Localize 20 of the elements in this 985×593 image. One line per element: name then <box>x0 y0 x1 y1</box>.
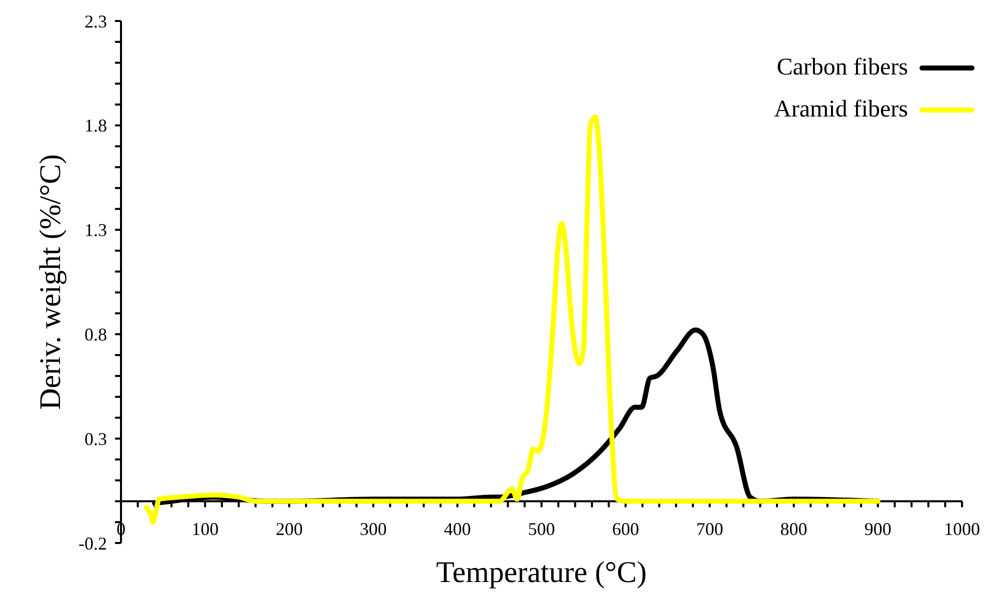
x-tick-label: 100 <box>192 519 219 539</box>
y-tick-label: 0.8 <box>84 324 107 344</box>
y-tick-label: 2.3 <box>84 11 107 32</box>
x-tick-label: 900 <box>864 519 892 539</box>
y-tick-label: 1.3 <box>84 220 107 240</box>
x-tick-label: 200 <box>276 519 303 539</box>
x-tick-label: 300 <box>360 519 387 539</box>
x-tick-label: 600 <box>612 519 640 539</box>
x-axis-title: Temperature (°C) <box>436 556 647 589</box>
y-axis-title: Deriv. weight (%/°C) <box>34 154 67 410</box>
x-tick-label: 400 <box>444 519 471 539</box>
x-tick-label: 1000 <box>944 519 980 539</box>
y-tick-label: 1.8 <box>84 116 107 136</box>
x-tick-label: 500 <box>528 519 555 539</box>
legend-label: Carbon fibers <box>776 54 908 80</box>
x-tick-label: 700 <box>696 519 724 539</box>
legend-label: Aramid fibers <box>774 96 908 122</box>
y-tick-label: -0.2 <box>78 533 107 554</box>
x-tick-label: 800 <box>780 519 808 539</box>
y-tick-label: 0.3 <box>84 428 107 449</box>
